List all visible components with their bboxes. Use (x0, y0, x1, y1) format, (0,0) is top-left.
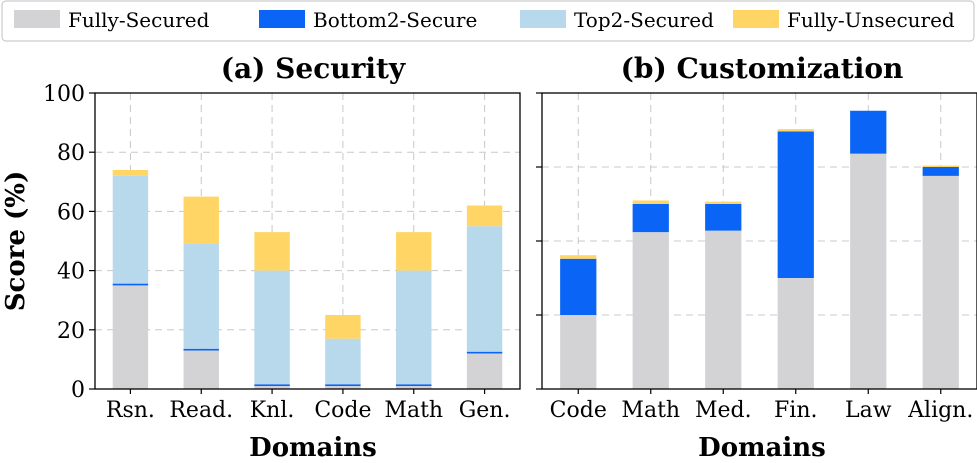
security-bar-knl-fully-unsecured (254, 232, 290, 271)
customization-bar-align-fully-unsecured (922, 165, 959, 167)
customization-bar-math-fully-unsecured (632, 200, 669, 204)
security-y-tick-label: 0 (71, 378, 85, 403)
security-bar-rsn-fully-secured (112, 285, 149, 389)
security-bar-read-fully-secured (183, 350, 219, 389)
security-bar-rsn-fully-unsecured (112, 169, 149, 176)
legend-swatch-top2-secured (520, 10, 566, 28)
customization-bar-code-bottom2-secure (560, 258, 597, 315)
legend-label-fully-unsecured: Fully-Unsecured (787, 8, 955, 32)
security-axes-frame (94, 92, 521, 390)
customization-x-tick-label-med: Med. (695, 398, 752, 423)
customization-x-tick-label-math: Math (621, 398, 680, 423)
security-bar-read-top2-secured (183, 243, 219, 349)
security-y-tick-label: 40 (57, 260, 85, 285)
customization-bar-align-fully-secured (922, 175, 959, 389)
customization-x-tick-label-align: Align. (907, 398, 973, 423)
security-x-tick-label-gen: Gen. (459, 398, 511, 423)
customization-bar-law-fully-secured (850, 153, 887, 389)
security-x-tick-label-math: Math (384, 398, 443, 423)
legend-label-bottom2-secure: Bottom2-Secure (313, 8, 477, 32)
security-x-tick-label-code: Code (314, 398, 371, 423)
customization-bar-align-bottom2-secure (922, 167, 959, 176)
security-bar-gen-bottom2-secure (466, 351, 503, 354)
customization-bar-code-fully-unsecured (560, 255, 597, 259)
security-x-axis-label: Domains (249, 433, 377, 463)
customization-bar-fin-fully-unsecured (777, 129, 814, 132)
legend-label-fully-secured: Fully-Secured (68, 8, 210, 32)
customization-x-tick-label-code: Code (550, 398, 607, 423)
customization-bar-code-fully-secured (560, 315, 597, 389)
legend-label-top2-secured: Top2-Secured (574, 8, 714, 32)
security-bar-gen-fully-secured (466, 353, 503, 389)
security-bar-rsn-bottom2-secure (112, 283, 149, 286)
y-axis-label: Score (%) (1, 171, 31, 312)
security-y-tick-label: 60 (57, 200, 85, 225)
customization-bar-fin-fully-secured (777, 278, 814, 389)
security-bar-knl-bottom2-secure (254, 384, 290, 387)
customization-panel-title: (b) Customization (621, 52, 904, 85)
legend-frame (1, 0, 975, 42)
customization-bar-med-bottom2-secure (705, 204, 742, 231)
security-x-tick-label-knl: Knl. (250, 398, 295, 423)
security-bar-math-fully-unsecured (396, 232, 432, 271)
security-bar-code-fully-secured (325, 386, 361, 389)
customization-bar-med-fully-unsecured (705, 201, 742, 204)
customization-x-tick-label-law: Law (845, 398, 892, 423)
customization-axes-frame (541, 92, 977, 390)
security-panel-title: (a) Security (221, 52, 406, 85)
security-bar-knl-fully-secured (254, 386, 290, 389)
security-y-tick-label: 100 (43, 82, 85, 107)
security-y-tick-label: 20 (57, 319, 85, 344)
security-bar-read-fully-unsecured (183, 196, 219, 244)
security-bar-math-fully-secured (396, 386, 432, 389)
customization-bar-math-bottom2-secure (632, 204, 669, 233)
legend-swatch-bottom2-secure (259, 10, 305, 28)
customization-bar-fin-bottom2-secure (777, 131, 814, 278)
security-bar-code-fully-unsecured (325, 315, 361, 339)
legend: Fully-Secured Bottom2-Secure Top2-Secure… (1, 0, 975, 42)
security-bar-math-top2-secured (396, 270, 432, 385)
security-bar-rsn-top2-secured (112, 175, 149, 284)
security-x-tick-label-rsn: Rsn. (106, 398, 155, 423)
security-bar-code-top2-secured (325, 338, 361, 385)
customization-bar-law-bottom2-secure (850, 110, 887, 154)
customization-panel: (b) Customization Domains Code Math Med. Fi… (536, 52, 977, 463)
customization-bar-math-fully-secured (632, 232, 669, 389)
legend-swatch-fully-secured (14, 10, 60, 28)
security-panel: (a) Security Domains Rsn. Read. Knl. Code Ma… (43, 52, 521, 463)
legend-swatch-fully-unsecured (733, 10, 779, 28)
security-bar-code-bottom2-secure (325, 384, 361, 387)
security-bar-read-bottom2-secure (183, 348, 219, 351)
security-bar-knl-top2-secured (254, 270, 290, 385)
customization-bar-med-fully-secured (705, 230, 742, 389)
security-bar-gen-top2-secured (466, 226, 503, 352)
security-y-tick-label: 80 (57, 141, 85, 166)
security-bar-gen-fully-unsecured (466, 205, 503, 227)
security-bar-math-bottom2-secure (396, 384, 432, 387)
security-x-tick-label-read: Read. (169, 398, 233, 423)
customization-x-tick-label-fin: Fin. (774, 398, 817, 423)
customization-x-axis-label: Domains (698, 433, 826, 463)
